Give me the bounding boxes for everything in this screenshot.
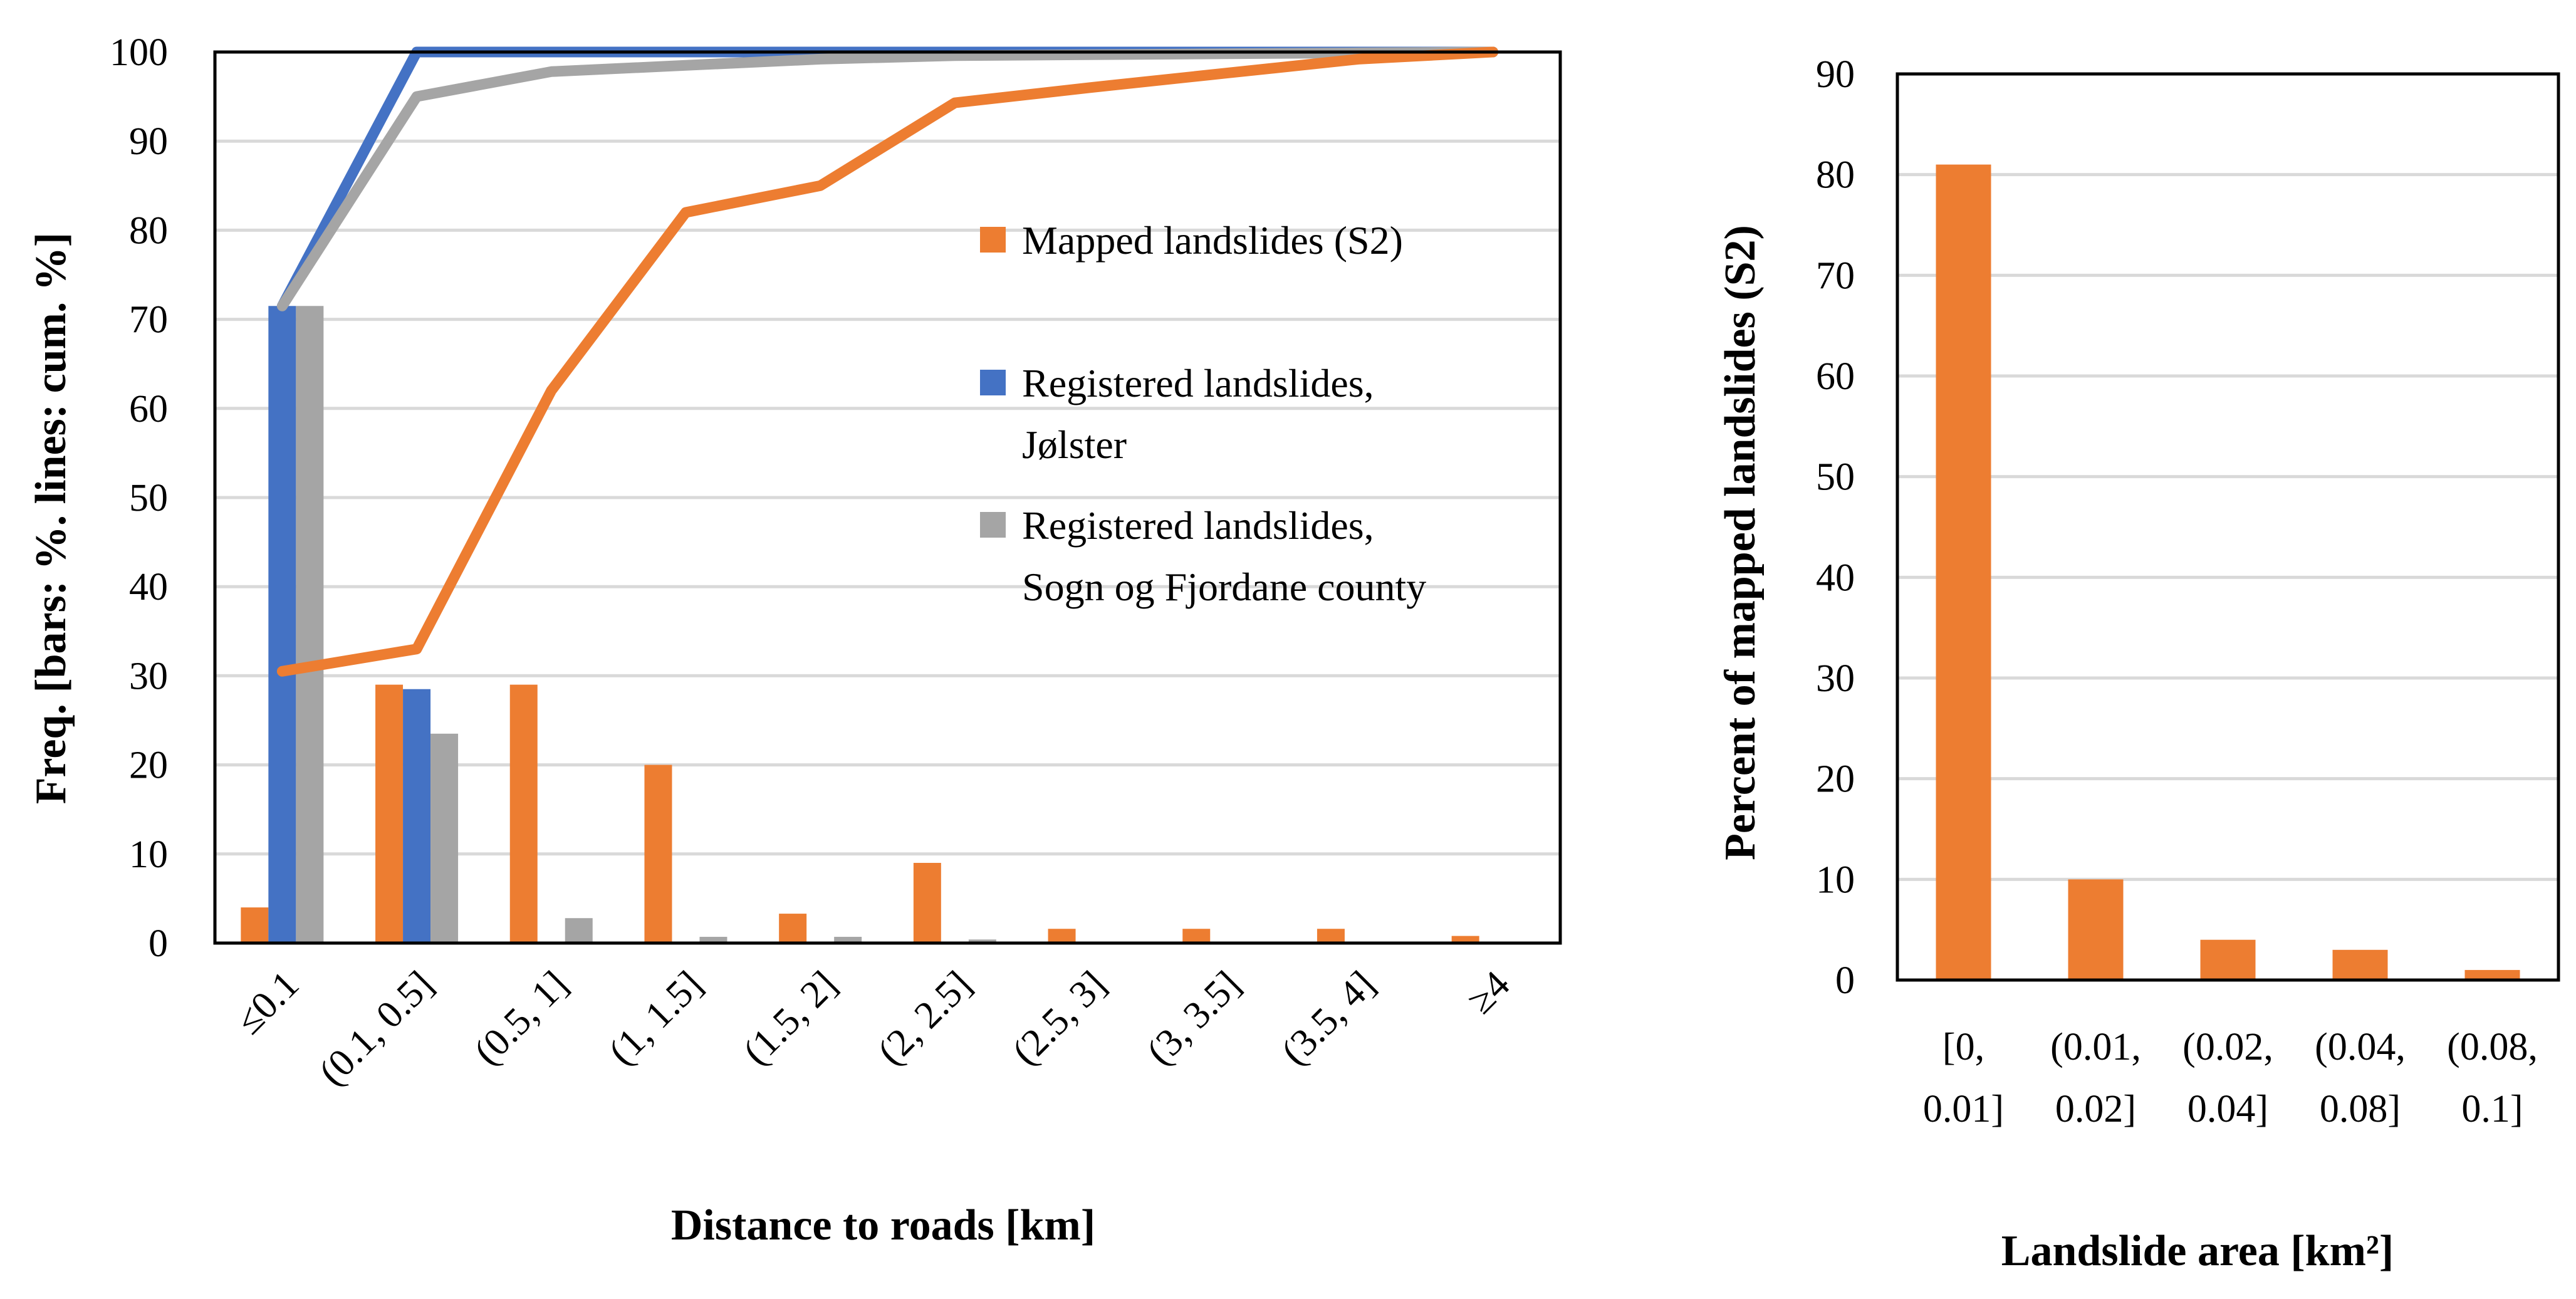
chart1-legend-label: Mapped landslides (S2) bbox=[1022, 218, 1403, 263]
chart2-x-tick-label: (0.02, bbox=[2182, 1026, 2273, 1068]
chart2-bar bbox=[2200, 939, 2256, 980]
chart1-y-tick-labels: 0 10 20 30 40 50 60 70 80 90 100 bbox=[110, 31, 168, 965]
chart1-bar bbox=[1182, 929, 1211, 943]
chart1-bar bbox=[241, 907, 269, 943]
chart1-bar bbox=[1451, 936, 1479, 943]
chart1-bar bbox=[644, 764, 672, 943]
chart1-y-tick-label: 20 bbox=[129, 744, 168, 787]
chart2-y-tick-label: 70 bbox=[1816, 254, 1855, 297]
chart1-legend-label: Registered landslides, bbox=[1022, 503, 1374, 548]
chart2-x-axis-title: Landslide area [km²] bbox=[2001, 1227, 2394, 1275]
chart2-x-tick-label: 0.01] bbox=[1923, 1088, 2004, 1130]
chart2-x-tick-label: 0.1] bbox=[2461, 1088, 2523, 1130]
chart1-x-tick-label: ≥4 bbox=[1459, 963, 1518, 1022]
chart2-bar bbox=[2332, 949, 2388, 980]
chart1-y-tick-label: 90 bbox=[129, 120, 168, 163]
chart1-y-axis-title: Freq. [bars: %. lines: cum. %] bbox=[27, 232, 75, 805]
chart1-series-line bbox=[276, 46, 1499, 677]
chart1-bar bbox=[913, 863, 941, 943]
chart2-y-tick-label: 40 bbox=[1816, 556, 1855, 599]
chart2-y-tick-label: 50 bbox=[1816, 456, 1855, 499]
chart2-x-tick-label: (0.04, bbox=[2315, 1026, 2406, 1068]
chart1-bar bbox=[834, 937, 862, 943]
chart2-x-tick-label: (0.01, bbox=[2050, 1026, 2141, 1068]
chart2-y-tick-label: 60 bbox=[1816, 355, 1855, 398]
chart2-y-tick-label: 0 bbox=[1835, 959, 1855, 1002]
chart2-x-tick-label: 0.08] bbox=[2320, 1088, 2401, 1130]
chart1-legend: Mapped landslides (S2) Registered landsli… bbox=[980, 218, 1426, 609]
chart1-bar bbox=[296, 306, 324, 943]
chart1-y-tick-label: 0 bbox=[149, 922, 168, 965]
chart2-bar bbox=[1936, 164, 1991, 981]
chart2-gridlines bbox=[1897, 173, 2558, 881]
chart1-series-line bbox=[276, 46, 1499, 311]
chart2-y-tick-labels: 0 10 20 30 40 50 60 70 80 90 bbox=[1816, 53, 1855, 1002]
chart1-y-tick-label: 70 bbox=[129, 299, 168, 342]
chart1-y-tick-label: 10 bbox=[129, 833, 168, 876]
distance-to-roads-chart: 0 10 20 30 40 50 60 70 80 90 100 ≤0.1 (0.1, 0.5] (0.… bbox=[27, 31, 1562, 1249]
chart1-x-tick-labels: ≤0.1 (0.1, 0.5] (0.5, 1] (1, 1.5] (1.5, 2] (2… bbox=[227, 963, 1518, 1094]
chart2-x-tick-label: 0.04] bbox=[2188, 1088, 2268, 1130]
chart1-y-tick-label: 60 bbox=[129, 388, 168, 430]
chart1-x-tick-label: (0.1, 0.5] bbox=[311, 963, 442, 1094]
chart1-bar bbox=[779, 914, 807, 943]
chart1-y-tick-label: 100 bbox=[110, 31, 168, 74]
chart1-y-tick-label: 80 bbox=[129, 209, 168, 252]
chart2-x-tick-labels: [0, 0.01] (0.01, 0.02] (0.02, 0.04] (0.04, 0.08… bbox=[1923, 1026, 2538, 1130]
chart1-x-tick-label: (1, 1.5] bbox=[600, 963, 711, 1073]
chart2-y-tick-label: 20 bbox=[1816, 758, 1855, 801]
chart1-x-tick-label: (0.5, 1] bbox=[466, 963, 576, 1073]
chart1-bars bbox=[241, 306, 1479, 943]
chart1-x-axis-title: Distance to roads [km] bbox=[671, 1201, 1095, 1249]
chart1-bar bbox=[1048, 929, 1076, 943]
chart1-x-tick-label: (3, 3.5] bbox=[1139, 963, 1249, 1073]
chart1-y-tick-label: 50 bbox=[129, 477, 168, 519]
chart1-legend-swatch bbox=[980, 227, 1006, 253]
chart1-plot-frame bbox=[213, 50, 1562, 945]
chart1-x-tick-label: (2.5, 3] bbox=[1004, 963, 1115, 1073]
chart1-y-tick-label: 40 bbox=[129, 566, 168, 608]
chart1-legend-swatch bbox=[980, 370, 1006, 395]
chart1-x-tick-label: (1.5, 2] bbox=[735, 963, 845, 1073]
chart2-y-axis-title: Percent of mapped landslides (S2) bbox=[1716, 225, 1765, 860]
chart2-y-tick-label: 90 bbox=[1816, 53, 1855, 96]
chart2-y-tick-label: 10 bbox=[1816, 858, 1855, 901]
chart1-x-tick-label: (3.5, 4] bbox=[1273, 963, 1384, 1073]
chart1-bar bbox=[403, 689, 431, 943]
chart2-bar bbox=[2464, 969, 2520, 980]
chart2-bar bbox=[2068, 879, 2124, 980]
chart1-bar bbox=[1317, 929, 1345, 943]
chart2-bars bbox=[1936, 164, 2520, 981]
chart2-y-tick-label: 80 bbox=[1816, 154, 1855, 197]
chart2-x-tick-label: 0.02] bbox=[2055, 1088, 2136, 1130]
chart1-bar bbox=[565, 918, 593, 943]
chart1-bar bbox=[268, 306, 296, 943]
chart1-legend-swatch bbox=[980, 512, 1006, 538]
chart1-legend-label: Registered landslides, bbox=[1022, 361, 1374, 405]
chart1-x-tick-label: (2, 2.5] bbox=[870, 963, 980, 1073]
chart1-legend-label: Sogn og Fjordane county bbox=[1022, 565, 1426, 609]
chart1-bar bbox=[968, 939, 996, 943]
chart1-bar bbox=[375, 684, 404, 943]
chart2-x-tick-label: (0.08, bbox=[2447, 1026, 2538, 1068]
chart1-bar bbox=[430, 733, 459, 943]
landslide-area-chart: 0 10 20 30 40 50 60 70 80 90 [0, 0.01] (0.01, 0.02] (… bbox=[1716, 53, 2560, 1275]
chart1-y-tick-label: 30 bbox=[129, 655, 168, 697]
chart1-legend-label: Jølster bbox=[1022, 422, 1127, 467]
chart2-plot-frame bbox=[1895, 72, 2560, 982]
chart2-y-tick-label: 30 bbox=[1816, 657, 1855, 700]
chart1-x-tick-label: ≤0.1 bbox=[227, 963, 307, 1043]
chart1-bar bbox=[699, 937, 727, 943]
chart2-x-tick-label: [0, bbox=[1942, 1026, 1984, 1068]
chart1-bar bbox=[509, 684, 538, 943]
